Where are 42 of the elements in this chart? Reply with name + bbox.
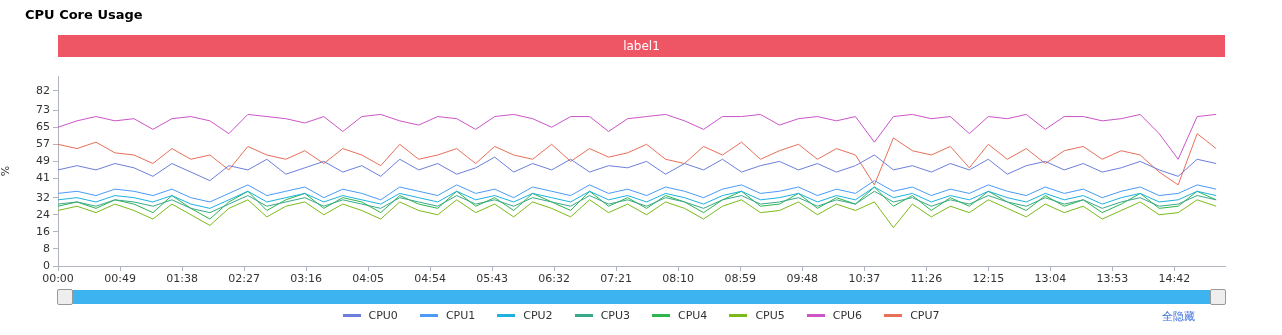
x-tick-label: 05:43 (476, 272, 508, 286)
y-tick-label: 41 (36, 171, 50, 185)
y-tick-label: 8 (43, 241, 50, 255)
y-tick-label: 16 (36, 224, 50, 238)
x-tick-label: 04:05 (352, 272, 384, 286)
x-tick-label: 07:21 (600, 272, 633, 286)
x-tick-label: 08:59 (724, 272, 757, 286)
text: 全隐藏 (1162, 309, 1195, 324)
legend-label: CPU6 (832, 309, 863, 322)
y-tick-label: 73 (36, 103, 50, 117)
x-tick-label: 01:38 (166, 272, 198, 286)
x-tick-label: 06:32 (538, 272, 571, 286)
x-tick-label: 03:16 (290, 272, 322, 286)
x-tick-label: 14:42 (1158, 272, 1191, 286)
x-tick-label: 04:54 (414, 272, 446, 286)
y-tick-label: 32 (36, 190, 50, 204)
legend-label: CPU3 (600, 309, 630, 322)
x-tick-label: 09:48 (786, 272, 819, 286)
y-tick-label: 49 (36, 154, 50, 168)
x-tick-label: 00:00 (42, 272, 74, 286)
legend-label: CPU7 (910, 309, 940, 322)
legend-label: CPU4 (678, 309, 708, 322)
x-tick-label: 08:10 (662, 272, 695, 286)
x-tick-label: 02:27 (228, 272, 260, 286)
x-tick-label: 10:37 (848, 272, 881, 286)
y-tick-label: 65 (36, 120, 50, 134)
legend-label: CPU5 (755, 309, 785, 322)
y-tick-label: 24 (36, 207, 50, 221)
x-tick-label: 13:04 (1034, 272, 1067, 286)
y-tick-label: 57 (36, 137, 50, 151)
y-axis-title: % (0, 165, 13, 177)
legend-label: CPU2 (523, 309, 553, 322)
x-tick-label: 00:49 (104, 272, 136, 286)
text: label1 (58, 35, 1225, 57)
x-tick-label: 13:53 (1096, 272, 1129, 286)
y-tick-label: 82 (36, 83, 50, 97)
x-tick-label: 12:15 (972, 272, 1005, 286)
chart-title: CPU Core Usage (25, 7, 143, 22)
legend-label: CPU1 (445, 309, 476, 322)
legend-label: CPU0 (368, 309, 398, 322)
y-tick-label: 0 (43, 258, 50, 272)
x-tick-label: 11:26 (910, 272, 943, 286)
